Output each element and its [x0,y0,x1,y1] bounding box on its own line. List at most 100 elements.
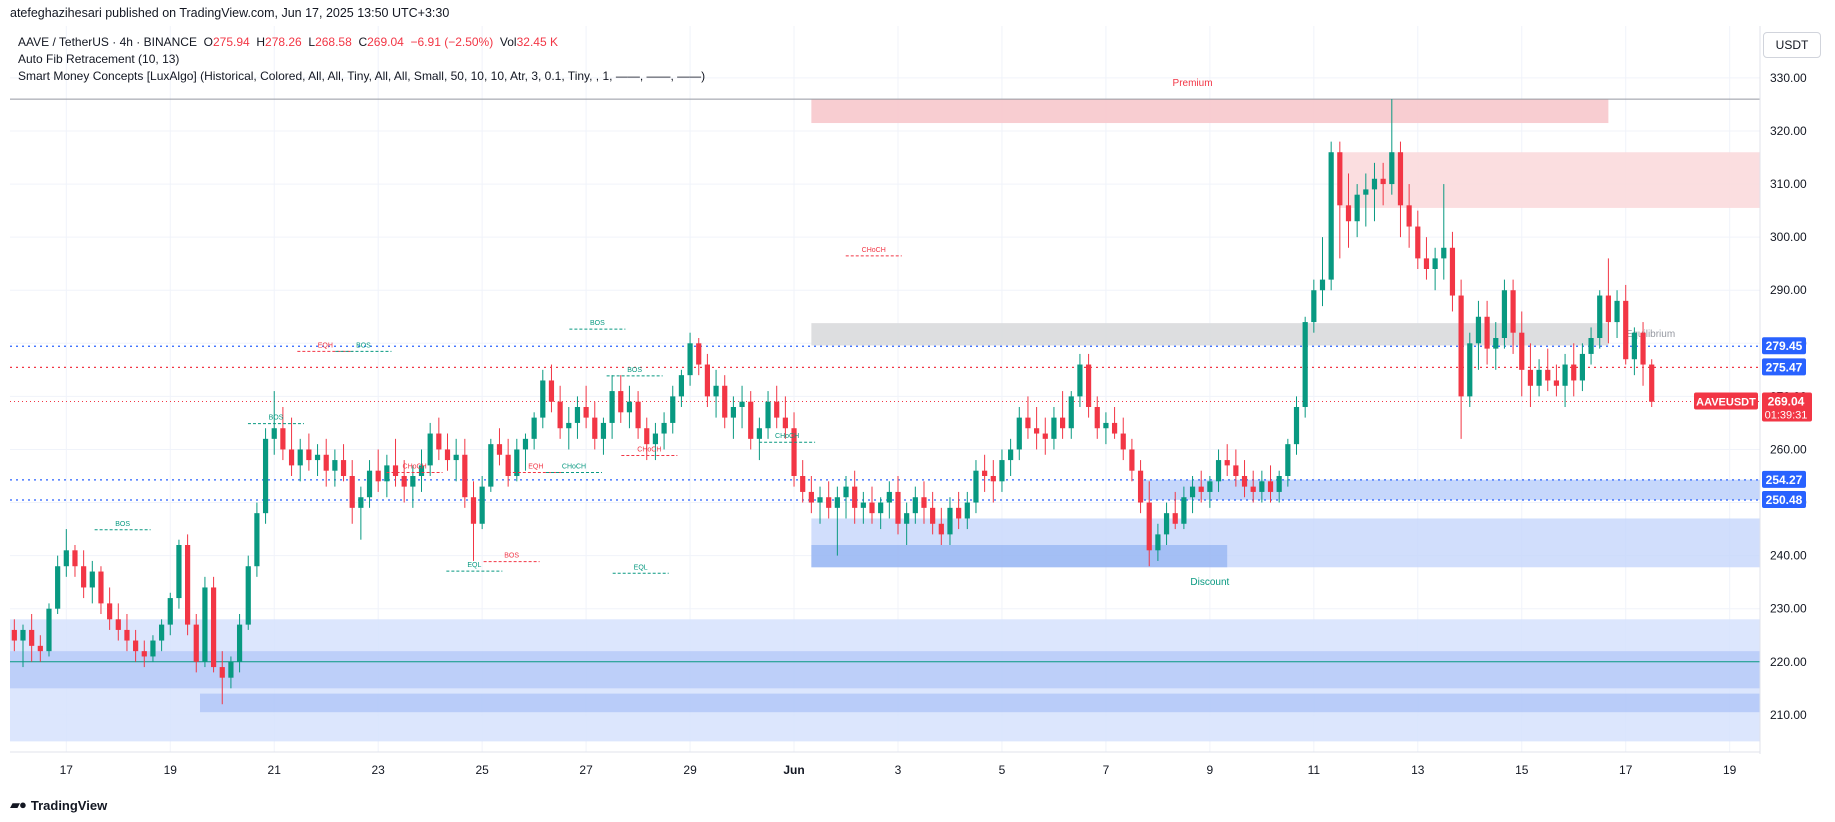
structure-label: BOS [590,320,605,327]
candle-body [453,454,459,461]
candle-body [774,401,780,418]
candle-body [228,661,234,678]
close-label: C [358,35,368,49]
smc-zones: Premium Equilibrium Discount [10,78,1760,742]
candle-body [1250,486,1256,492]
indicator-fib[interactable]: Auto Fib Retracement (10, 13) [18,52,180,66]
candle-body [124,629,130,641]
low-value: 268.58 [315,35,352,49]
discount-zone-inner [811,545,1228,568]
candle-body [167,598,173,625]
indicator-smc[interactable]: Smart Money Concepts [LuxAlgo] (Historic… [18,69,706,83]
candle-body [852,486,858,508]
candle-body [1293,407,1300,445]
structure-label: BOS [504,553,519,560]
candle-body [1371,178,1378,190]
candle-body [1337,152,1343,206]
time-axis: 17 19 21 23 25 27 29 Jun 3 5 7 9 11 13 15 17 19 [10,751,1760,777]
candle-body [89,571,95,588]
supply-zone [1339,152,1760,208]
low-label: L [308,35,316,49]
candle-body [626,401,633,413]
symbol-title[interactable]: AAVE / TetherUS · 4h · BINANCE [18,35,197,49]
candle-body [531,417,537,439]
time-tick-label: 21 [268,763,282,777]
candle-body [340,460,347,476]
candle-body [262,438,269,514]
time-tick-label: 11 [1308,763,1321,777]
candle-body [540,380,546,418]
candle-body [1432,258,1438,269]
currency-button[interactable]: USDT [1763,32,1821,58]
candle-body [1034,428,1040,434]
candle-body [1189,486,1196,498]
candle-body [1501,290,1508,338]
price-tag-value: 275.47 [1766,360,1803,374]
candle-body [288,449,295,466]
candle-body [956,507,962,519]
candle-body [63,550,69,567]
candle-body [384,465,390,482]
candle-body [98,571,104,604]
candle-body [1077,364,1083,397]
candle-body [1285,444,1291,476]
candle-body [1224,460,1230,466]
candle-body [1354,194,1360,222]
candle-body [661,422,667,434]
order-block-blue [1140,479,1760,500]
candle-body [1458,295,1464,397]
candle-body [808,491,814,503]
candle-body [739,401,745,407]
candle-body [921,497,927,508]
candle-body [349,476,355,508]
structure-label: CHoCH [403,463,427,470]
candle-body [1302,322,1308,407]
candle-body [37,645,43,652]
candle-body [696,343,702,365]
candle-body [1640,332,1646,365]
candle-body [1051,417,1057,439]
candle-body [20,629,26,641]
candle-body [470,497,477,524]
candle-body [1423,258,1430,269]
candle-body [358,497,364,508]
structure-label: BOS [356,342,371,349]
high-label: H [256,35,266,49]
candle-body [765,401,771,429]
price-tick-label: 310.00 [1770,177,1807,191]
candle-body [418,465,425,476]
chart-legend: AAVE / TetherUS · 4h · BINANCE O275.94 H… [18,34,705,85]
time-tick-label: 15 [1515,763,1529,777]
candle-body [800,476,806,492]
price-tick-label: 330.00 [1770,71,1807,85]
candle-body [81,566,87,588]
candle-body [11,629,17,641]
candle-body [713,385,719,397]
candle-body [202,587,208,662]
candle-body [583,407,589,418]
ohlc-row: AAVE / TetherUS · 4h · BINANCE O275.94 H… [18,34,705,51]
last-price-box [1762,392,1812,422]
candle-body [756,428,762,439]
candle-body [791,428,797,476]
candle-body [973,470,979,503]
structure-label: EQH [528,463,543,470]
premium-zone [811,99,1609,124]
candle-body [687,343,693,376]
candle-body [947,507,953,535]
candle-body [609,391,615,423]
candle-body [107,603,113,620]
structure-label: CHoCH [562,463,586,470]
tradingview-logo-icon: ▰● [10,797,27,812]
candle-body [505,454,511,476]
price-tag-value: 279.45 [1766,339,1803,353]
candle-body [1181,497,1187,524]
premium-label: Premium [1173,78,1213,89]
candle-body [1345,205,1352,222]
candle-body [1137,470,1144,503]
candle-body [1631,332,1637,360]
candle-body [72,550,78,567]
candle-body [999,460,1005,482]
discount-label: Discount [1190,577,1229,588]
